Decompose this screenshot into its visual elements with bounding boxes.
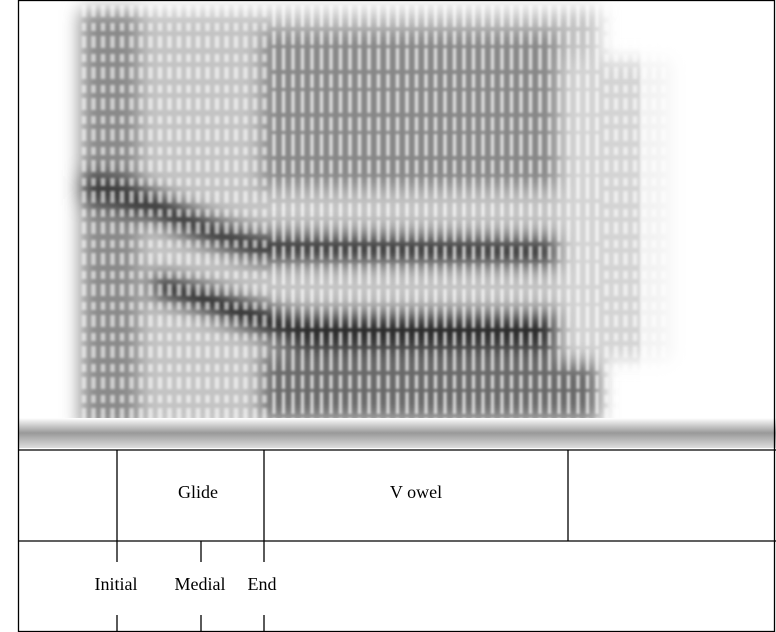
fade bbox=[640, 0, 776, 418]
point-label: Initial bbox=[95, 574, 138, 594]
point-label: Medial bbox=[175, 574, 226, 594]
interval-label: Glide bbox=[178, 482, 218, 502]
spectrogram bbox=[18, 0, 776, 450]
interval-label: V owel bbox=[390, 482, 442, 502]
point-label: End bbox=[248, 574, 277, 594]
